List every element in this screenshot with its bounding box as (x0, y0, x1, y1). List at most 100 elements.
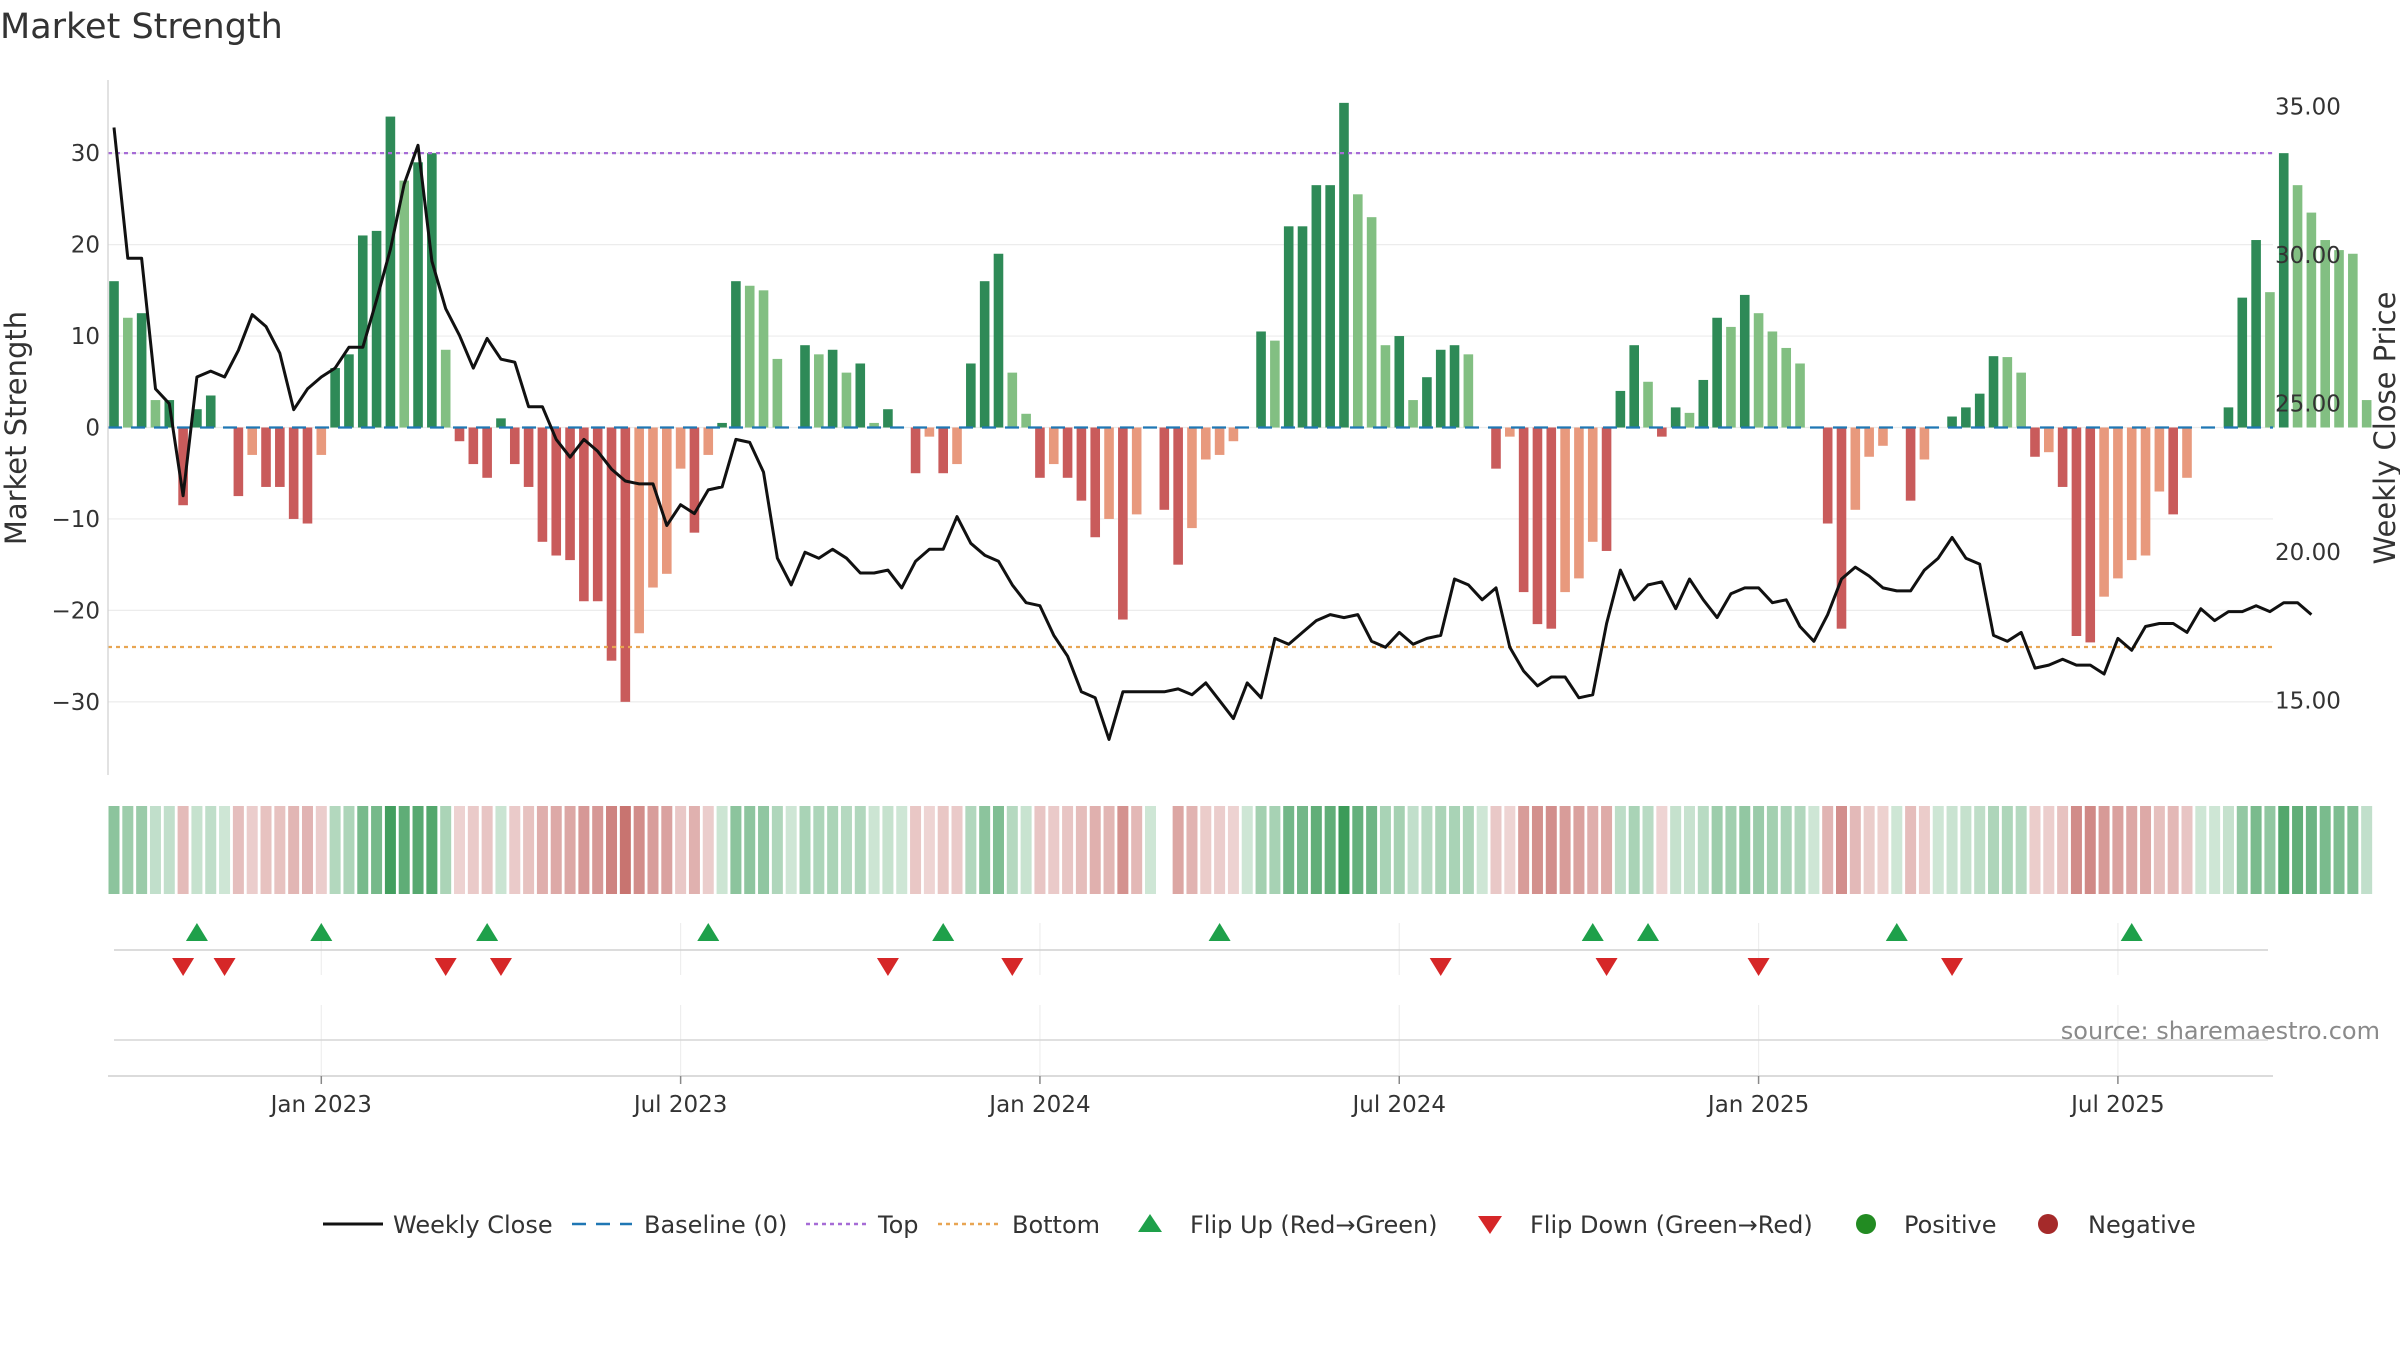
heat-strip-cell (550, 806, 562, 894)
flip-markers-panel (114, 923, 2268, 1075)
heat-strip-cell (1794, 806, 1806, 894)
heat-strip-cell (1905, 806, 1917, 894)
flip-down-marker (876, 958, 899, 976)
heat-strip-cell (1435, 806, 1447, 894)
heat-strip-cell (675, 806, 687, 894)
heat-strip-cell (730, 806, 742, 894)
heat-strip-cell (2070, 806, 2082, 894)
source-label: source: sharemaestro.com (2061, 1017, 2380, 1045)
heat-strip-cell (2361, 806, 2373, 894)
heat-strip-cell (1186, 806, 1198, 894)
heat-strip-cell (1324, 806, 1336, 894)
strength-bar (1518, 427, 1529, 593)
strength-bar (717, 422, 727, 428)
left-tick-label: −30 (51, 690, 100, 716)
strength-bar (565, 427, 575, 561)
heat-strip-cell (910, 806, 922, 894)
heat-strip-cell (827, 806, 839, 894)
heat-strip-cell (965, 806, 977, 894)
heat-strip-cell (219, 806, 231, 894)
strength-bar (1131, 427, 1142, 515)
strength-bar (1159, 427, 1170, 510)
x-tick-label: Jul 2023 (632, 1092, 728, 1118)
heat-strip-cell (1656, 806, 1668, 894)
heat-strip-cell (1822, 806, 1834, 894)
heat-strip-cell (840, 806, 852, 894)
strength-bar (841, 372, 852, 428)
heat-strip-cell (799, 806, 811, 894)
strength-bar (2113, 427, 2123, 579)
heat-strip-cell (1006, 806, 1018, 894)
strength-bar (2099, 427, 2109, 597)
flip-down-marker (1001, 958, 1024, 976)
flip-up-marker (1208, 923, 1231, 941)
heat-strip-cell (2043, 806, 2055, 894)
strength-bar (261, 427, 271, 487)
heat-strip-cell (1048, 806, 1060, 894)
heat-strip-cell (288, 806, 300, 894)
strength-bar (1463, 354, 1474, 428)
strength-bar (1408, 400, 1418, 428)
heat-strip-cell (1877, 806, 1889, 894)
strength-bar (123, 317, 133, 428)
x-tick-label: Jan 2023 (269, 1092, 372, 1118)
strength-bar (924, 427, 935, 437)
heat-strip-cell (523, 806, 535, 894)
heat-strip-cell (2140, 806, 2152, 894)
strength-bar (1173, 427, 1183, 565)
heat-strip-cell (2250, 806, 2262, 894)
x-axis: Jan 2023 Jul 2023 Jan 2024 Jul 2024 Jan 2025… (108, 1075, 2273, 1118)
heat-strip-cell (398, 806, 410, 894)
heat-strip-cell (592, 806, 604, 894)
heat-strip-cell (1338, 806, 1350, 894)
heat-strip-cell (1214, 806, 1226, 894)
strength-bar (772, 358, 783, 428)
strength-bar (247, 427, 257, 455)
legend-symbol-flip-up (1138, 1214, 1162, 1232)
strength-bar (1228, 427, 1239, 442)
strength-bar (1076, 427, 1087, 501)
strength-bar (523, 427, 534, 487)
strength-bar (675, 427, 686, 469)
chart-title: Market Strength (0, 7, 283, 47)
heat-strip-cell (108, 806, 120, 894)
heat-strip-cell (1089, 806, 1101, 894)
right-axis-label: Weekly Close Price (2368, 292, 2400, 565)
x-tick-label: Jul 2025 (2069, 1092, 2165, 1118)
strength-bar (109, 281, 119, 428)
legend-label-positive: Positive (1904, 1211, 1997, 1239)
flip-down-marker (172, 958, 195, 976)
heat-strip-cell (2209, 806, 2221, 894)
heat-strip-cell (2347, 806, 2359, 894)
legend-label-negative: Negative (2088, 1211, 2196, 1239)
heat-strip-cell (1642, 806, 1654, 894)
heat-strip-cell (246, 806, 258, 894)
strength-bar (1864, 427, 1874, 457)
heat-strip-cell (136, 806, 148, 894)
strength-bar (371, 230, 382, 428)
right-tick-label: 15.00 (2275, 689, 2341, 715)
heat-strip-cell (1808, 806, 1820, 894)
strength-bar (1353, 194, 1363, 428)
flip-down-marker (1429, 958, 1452, 976)
strength-bar (1822, 427, 1833, 524)
heat-strip-cell (937, 806, 949, 894)
heat-strip-cell (205, 806, 217, 894)
flip-up-marker (185, 923, 208, 941)
heat-strip-cell (2236, 806, 2248, 894)
strength-bar (1739, 294, 1750, 428)
heat-strip-cell (702, 806, 714, 894)
heat-strip-cell (2333, 806, 2345, 894)
right-tick-label: 35.00 (2275, 95, 2341, 121)
strength-bar (1200, 427, 1211, 460)
strength-bar (662, 427, 672, 574)
strength-bar (1615, 390, 1626, 428)
strength-bar (869, 422, 879, 428)
strength-bar (1118, 427, 1128, 620)
heat-strip-cell (122, 806, 134, 894)
strength-bar (966, 363, 976, 428)
left-tick-label: 10 (71, 324, 100, 350)
strength-bar (427, 153, 437, 428)
strength-bar (1753, 313, 1764, 428)
